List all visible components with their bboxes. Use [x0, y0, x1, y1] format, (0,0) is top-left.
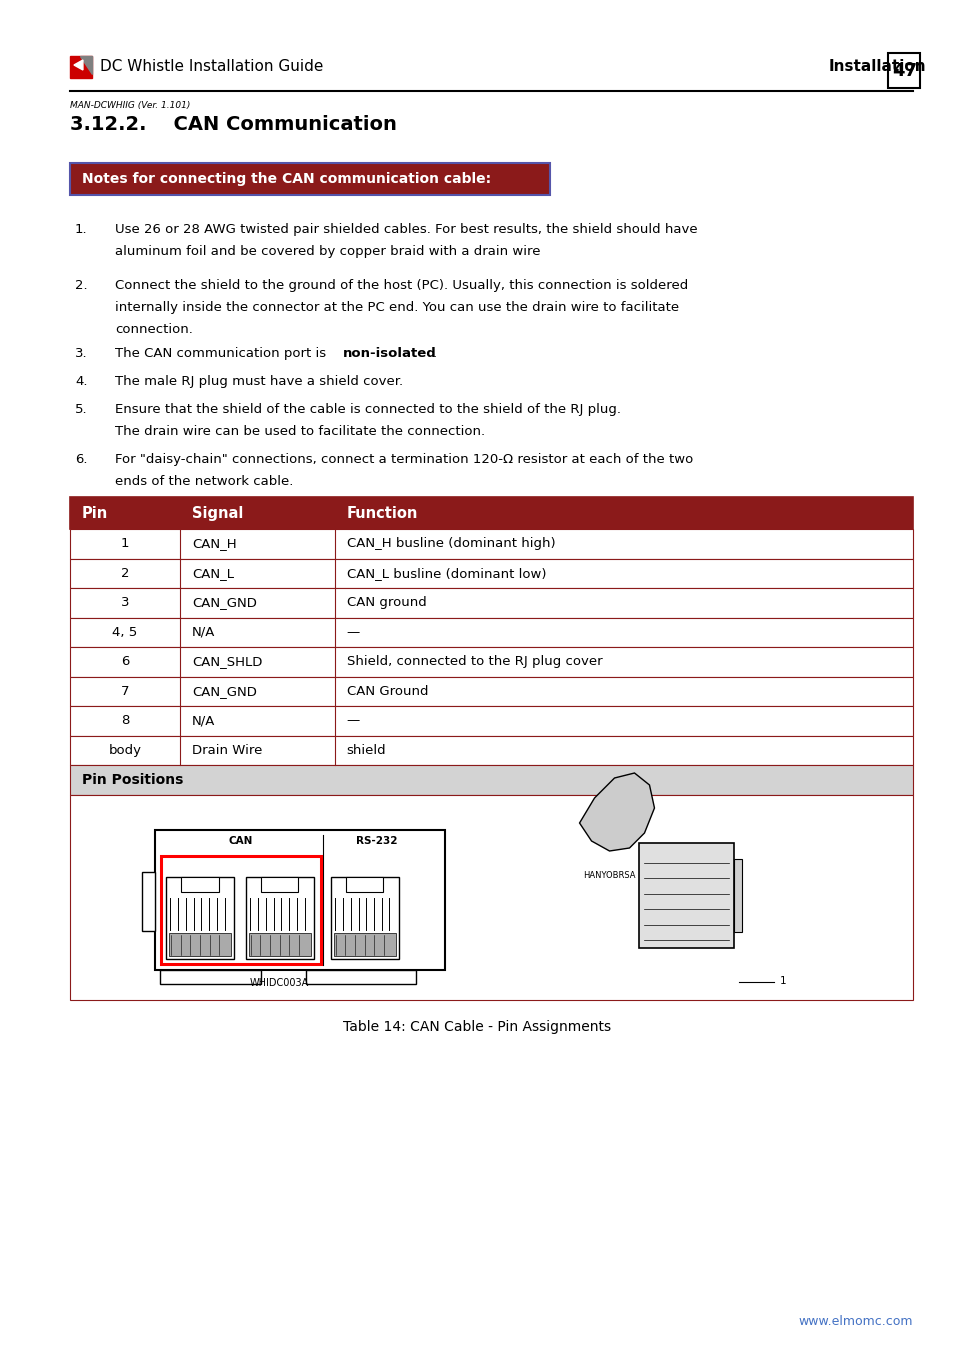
Text: Signal: Signal [192, 505, 243, 521]
Text: HANYOBRSA: HANYOBRSA [582, 871, 635, 880]
Text: MAN-DCWHIIG (Ver. 1.101): MAN-DCWHIIG (Ver. 1.101) [70, 101, 190, 109]
Text: 4.: 4. [75, 375, 88, 387]
Text: 5.: 5. [75, 404, 88, 416]
Text: Pin: Pin [82, 505, 108, 521]
Text: 6.: 6. [75, 454, 88, 466]
Bar [261, 878, 298, 892]
Text: CAN_L: CAN_L [192, 567, 233, 579]
Bar [70, 647, 912, 676]
Text: Installation: Installation [827, 59, 925, 74]
Bar [70, 706, 912, 736]
Bar [70, 559, 912, 589]
Text: The drain wire can be used to facilitate the connection.: The drain wire can be used to facilitate… [114, 425, 484, 437]
Text: Table 14: CAN Cable - Pin Assignments: Table 14: CAN Cable - Pin Assignments [342, 1021, 610, 1034]
Bar [70, 617, 912, 647]
Text: 1.: 1. [75, 223, 88, 236]
Text: 7: 7 [120, 684, 129, 698]
Text: internally inside the connector at the PC end. You can use the drain wire to fac: internally inside the connector at the P… [114, 301, 679, 315]
Text: CAN ground: CAN ground [346, 597, 426, 609]
Bar [334, 933, 395, 956]
Bar [734, 859, 741, 933]
Text: .: . [433, 347, 436, 360]
Text: —: — [346, 714, 359, 728]
Text: For "daisy-chain" connections, connect a termination 120-Ω resistor at each of t: For "daisy-chain" connections, connect a… [114, 454, 693, 466]
Bar [70, 163, 549, 194]
Text: —: — [346, 626, 359, 639]
Text: 3: 3 [120, 597, 129, 609]
Text: shield: shield [346, 744, 386, 757]
Bar [346, 878, 383, 892]
Text: 1: 1 [779, 976, 785, 986]
Text: body: body [109, 744, 141, 757]
Text: connection.: connection. [114, 323, 193, 336]
Text: CAN_GND: CAN_GND [192, 684, 256, 698]
Bar [70, 676, 912, 706]
Bar [70, 55, 91, 78]
Text: non-isolated: non-isolated [342, 347, 436, 360]
Text: 8: 8 [121, 714, 129, 728]
Bar [181, 878, 218, 892]
Text: The CAN communication port is: The CAN communication port is [114, 347, 330, 360]
Text: CAN: CAN [229, 836, 253, 846]
Bar [70, 765, 912, 795]
Text: CAN Ground: CAN Ground [346, 684, 428, 698]
Text: Drain Wire: Drain Wire [192, 744, 262, 757]
Text: Pin Positions: Pin Positions [82, 774, 183, 787]
Bar [887, 53, 920, 88]
Text: 1: 1 [120, 537, 129, 551]
Text: CAN_GND: CAN_GND [192, 597, 256, 609]
Text: Connect the shield to the ground of the host (PC). Usually, this connection is s: Connect the shield to the ground of the … [114, 279, 687, 292]
Polygon shape [80, 55, 91, 74]
Bar [70, 589, 912, 617]
Bar [70, 497, 912, 529]
Text: www.elmomc.com: www.elmomc.com [798, 1315, 912, 1328]
Bar [169, 933, 231, 956]
Text: DC Whistle Installation Guide: DC Whistle Installation Guide [100, 59, 323, 74]
Bar [70, 736, 912, 765]
Text: Ensure that the shield of the cable is connected to the shield of the RJ plug.: Ensure that the shield of the cable is c… [114, 404, 620, 416]
Text: WHIDC003A: WHIDC003A [250, 977, 309, 988]
Bar [70, 529, 912, 559]
Bar [154, 830, 444, 971]
Bar [331, 878, 398, 958]
Bar [160, 971, 261, 984]
Text: aluminum foil and be covered by copper braid with a drain wire: aluminum foil and be covered by copper b… [114, 244, 539, 258]
Bar [161, 856, 320, 964]
Text: N/A: N/A [192, 714, 215, 728]
Bar [639, 842, 734, 948]
Text: 3.12.2.    CAN Communication: 3.12.2. CAN Communication [70, 115, 396, 134]
Bar [70, 795, 912, 1000]
Text: Function: Function [346, 505, 417, 521]
Text: The male RJ plug must have a shield cover.: The male RJ plug must have a shield cove… [114, 375, 402, 387]
Polygon shape [74, 59, 83, 70]
Text: 47: 47 [891, 62, 916, 80]
Text: CAN_H: CAN_H [192, 537, 236, 551]
Text: 2: 2 [120, 567, 129, 579]
Text: 3.: 3. [75, 347, 88, 360]
Text: CAN_SHLD: CAN_SHLD [192, 655, 262, 668]
Text: 4, 5: 4, 5 [112, 626, 137, 639]
Text: N/A: N/A [192, 626, 215, 639]
Text: RS-232: RS-232 [355, 836, 397, 846]
Bar [249, 933, 311, 956]
Text: 2.: 2. [75, 279, 88, 292]
Text: ends of the network cable.: ends of the network cable. [114, 475, 293, 487]
Bar [142, 872, 154, 930]
Bar [246, 878, 314, 958]
Text: Notes for connecting the CAN communication cable:: Notes for connecting the CAN communicati… [82, 171, 491, 186]
Polygon shape [578, 774, 654, 850]
Text: CAN_L busline (dominant low): CAN_L busline (dominant low) [346, 567, 546, 579]
Text: CAN_H busline (dominant high): CAN_H busline (dominant high) [346, 537, 555, 551]
Bar [305, 971, 416, 984]
Bar [166, 878, 233, 958]
Text: 6: 6 [121, 655, 129, 668]
Text: Shield, connected to the RJ plug cover: Shield, connected to the RJ plug cover [346, 655, 601, 668]
Text: Use 26 or 28 AWG twisted pair shielded cables. For best results, the shield shou: Use 26 or 28 AWG twisted pair shielded c… [114, 223, 697, 236]
